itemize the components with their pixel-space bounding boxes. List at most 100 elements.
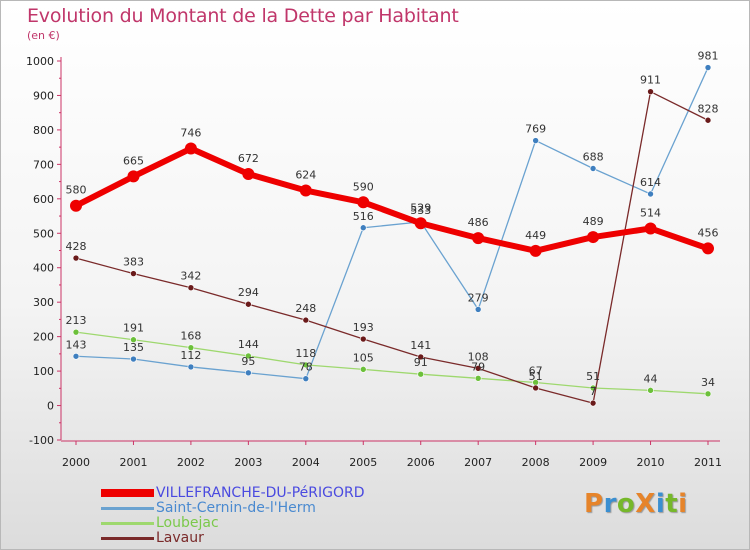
data-point bbox=[245, 300, 252, 308]
data-point bbox=[417, 353, 425, 361]
data-label: 118 bbox=[295, 347, 316, 360]
data-label: 79 bbox=[471, 360, 485, 373]
x-tick-label: 2004 bbox=[292, 456, 320, 469]
data-point bbox=[302, 316, 310, 324]
series-line bbox=[74, 145, 709, 254]
data-label: 580 bbox=[66, 184, 87, 197]
data-point bbox=[414, 217, 427, 230]
legend-swatch bbox=[101, 489, 154, 497]
x-tick-label: 2006 bbox=[407, 456, 435, 469]
data-point bbox=[529, 244, 542, 257]
data-point bbox=[302, 375, 310, 382]
data-label: 342 bbox=[180, 270, 201, 283]
data-point bbox=[299, 184, 312, 197]
data-label: 516 bbox=[353, 210, 374, 223]
data-label: 78 bbox=[299, 361, 313, 374]
data-point bbox=[417, 370, 425, 378]
data-label: 383 bbox=[123, 256, 144, 269]
y-tick-label: 500 bbox=[33, 227, 54, 240]
legend-swatch bbox=[101, 506, 154, 510]
data-point bbox=[472, 232, 485, 245]
logo-letter: t bbox=[665, 489, 679, 519]
series-line bbox=[75, 91, 709, 404]
y-tick-label: 100 bbox=[33, 365, 54, 378]
y-tick-label: 0 bbox=[47, 400, 54, 413]
data-label: 911 bbox=[640, 74, 661, 87]
data-label: 44 bbox=[644, 372, 658, 385]
data-point bbox=[72, 254, 80, 262]
x-tick-label: 2002 bbox=[177, 456, 205, 469]
data-point bbox=[130, 355, 137, 363]
data-label: 143 bbox=[66, 338, 87, 351]
x-tick-label: 2005 bbox=[349, 456, 377, 469]
data-label: 529 bbox=[410, 201, 431, 214]
data-point bbox=[702, 242, 714, 255]
logo-letter: X bbox=[635, 489, 656, 519]
data-point bbox=[242, 168, 255, 181]
data-label: 144 bbox=[238, 338, 259, 351]
data-point bbox=[302, 361, 310, 369]
logo-letter: i bbox=[655, 489, 666, 519]
data-label: 981 bbox=[698, 50, 719, 63]
data-point bbox=[474, 365, 482, 372]
logo-letter: P bbox=[584, 489, 604, 519]
data-label: 294 bbox=[238, 286, 259, 299]
legend-label: Saint-Cernin-de-l'Herm bbox=[156, 500, 316, 516]
data-point bbox=[647, 88, 654, 95]
data-label: 665 bbox=[123, 154, 144, 167]
data-label: 514 bbox=[640, 206, 661, 219]
data-label: 141 bbox=[410, 339, 431, 352]
data-point bbox=[70, 199, 82, 212]
data-point bbox=[532, 137, 539, 144]
series-line bbox=[75, 331, 709, 395]
y-tick-label: 400 bbox=[33, 262, 54, 275]
data-point bbox=[187, 284, 195, 292]
data-point bbox=[72, 352, 80, 360]
logo-letter: i bbox=[678, 489, 688, 519]
data-point bbox=[130, 336, 137, 344]
data-point bbox=[704, 116, 712, 124]
x-tick-label: 2011 bbox=[694, 456, 722, 469]
y-tick-label: 900 bbox=[33, 89, 54, 102]
y-tick-label: 800 bbox=[33, 124, 54, 137]
x-tick-label: 2001 bbox=[119, 456, 147, 469]
data-point bbox=[704, 390, 712, 398]
data-label: 828 bbox=[698, 102, 719, 115]
legend-label: Lavaur bbox=[156, 530, 204, 546]
data-point bbox=[184, 142, 197, 155]
x-tick-label: 2008 bbox=[522, 456, 550, 469]
data-label: 428 bbox=[66, 240, 87, 253]
data-point bbox=[644, 222, 657, 235]
legend-label: VILLEFRANCHE-DU-PéRIGORD bbox=[156, 485, 365, 501]
chart-unit: (en €) bbox=[27, 29, 60, 42]
data-point bbox=[359, 335, 367, 343]
x-tick-label: 2007 bbox=[464, 456, 492, 469]
y-tick-label: 1000 bbox=[26, 55, 54, 68]
logo-letter: r bbox=[603, 489, 617, 519]
data-label: 624 bbox=[295, 169, 316, 182]
data-label: 51 bbox=[586, 370, 600, 383]
proxiti-logo: ProXiti bbox=[584, 489, 688, 519]
data-label: 486 bbox=[468, 216, 489, 229]
data-label: 456 bbox=[698, 226, 719, 239]
data-point bbox=[474, 306, 482, 313]
series-line bbox=[75, 67, 709, 380]
data-label: 688 bbox=[583, 150, 604, 163]
y-tick-label: 600 bbox=[33, 193, 54, 206]
data-label: 95 bbox=[241, 355, 255, 368]
x-tick-label: 2009 bbox=[579, 456, 607, 469]
data-point bbox=[187, 363, 195, 371]
y-tick-label: 200 bbox=[33, 331, 54, 344]
data-label: 108 bbox=[468, 350, 489, 363]
data-point bbox=[245, 352, 252, 360]
data-point bbox=[127, 170, 140, 183]
data-label: 213 bbox=[66, 314, 87, 327]
data-point bbox=[187, 344, 195, 351]
data-point bbox=[589, 399, 597, 407]
data-point bbox=[647, 387, 654, 394]
data-label: 135 bbox=[123, 341, 144, 354]
data-point bbox=[474, 375, 482, 382]
chart-title: Evolution du Montant de la Dette par Hab… bbox=[27, 5, 459, 27]
